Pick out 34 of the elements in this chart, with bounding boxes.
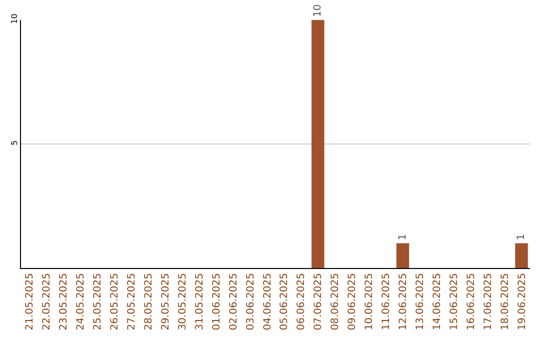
- x-tick-label: 21.05.2025: [24, 273, 36, 330]
- x-tick-label: 19.06.2025: [516, 273, 528, 330]
- x-tick-label: 23.05.2025: [58, 273, 70, 330]
- data-label: 1: [397, 234, 408, 240]
- x-tick-label: 18.06.2025: [500, 273, 511, 330]
- x-tick-label: 05.06.2025: [279, 273, 290, 330]
- x-tick-label: 06.06.2025: [296, 273, 308, 330]
- x-tick-label: 10.06.2025: [364, 273, 376, 330]
- x-tick-label: 01.06.2025: [211, 273, 222, 330]
- x-tick-label: 15.06.2025: [448, 273, 460, 330]
- x-tick-label: 22.05.2025: [42, 273, 53, 330]
- x-tick-label: 04.06.2025: [262, 273, 274, 330]
- x-tick-label: 30.05.2025: [177, 273, 188, 330]
- x-tick-label: 25.05.2025: [92, 273, 104, 330]
- x-tick-label: 31.05.2025: [194, 273, 206, 330]
- x-tick-label: 17.06.2025: [482, 273, 494, 330]
- x-tick-label: 28.05.2025: [144, 273, 154, 330]
- x-tick-label: 09.06.2025: [347, 273, 358, 330]
- x-tick-label: 07.06.2025: [313, 273, 324, 330]
- x-tick-label: 14.06.2025: [432, 273, 443, 330]
- x-tick-label: 11.06.2025: [381, 273, 392, 330]
- data-label: 1: [516, 234, 528, 240]
- x-tick-label: 02.06.2025: [228, 273, 240, 330]
- x-tick-label: 29.05.2025: [160, 273, 172, 330]
- x-tick-label: 27.05.2025: [126, 273, 138, 330]
- x-tick-label: 03.06.2025: [245, 273, 256, 330]
- x-tick-label: 12.06.2025: [398, 273, 409, 330]
- x-tick-label: 16.06.2025: [466, 273, 477, 330]
- y-tick-label: 5: [10, 140, 19, 146]
- x-tick-label: 13.06.2025: [414, 273, 426, 330]
- x-tick-label: 26.05.2025: [110, 273, 121, 330]
- x-tick-label: 08.06.2025: [330, 273, 342, 330]
- data-label: 10: [312, 4, 324, 17]
- x-tick-label: 24.05.2025: [76, 273, 87, 330]
